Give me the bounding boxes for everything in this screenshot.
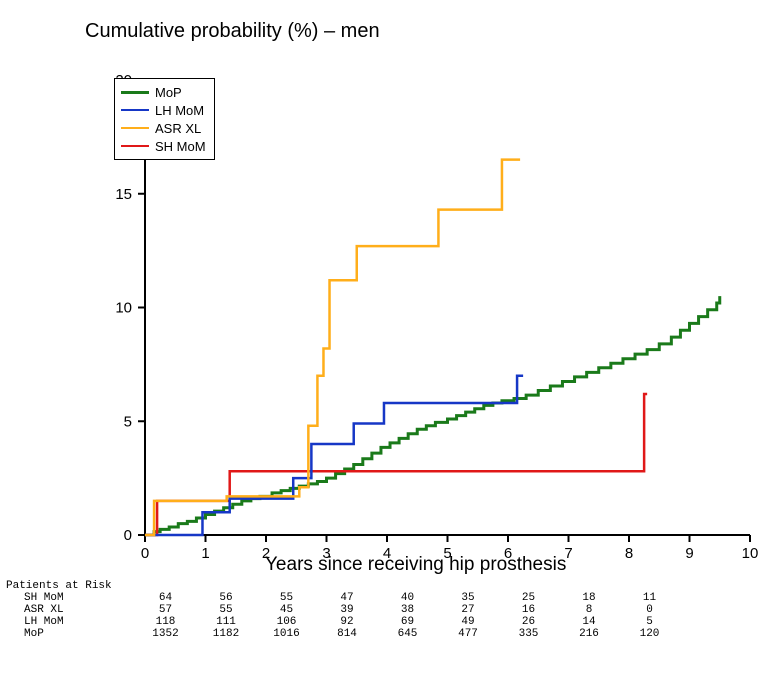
risk-cell: 25 bbox=[507, 592, 551, 604]
risk-cell: 8 bbox=[567, 604, 611, 616]
risk-row-label: SH MoM bbox=[24, 592, 64, 604]
risk-cell: 11 bbox=[628, 592, 672, 604]
legend: MoP LH MoM ASR XL SH MoM bbox=[114, 78, 215, 160]
series-SH_MoM bbox=[145, 394, 647, 535]
legend-item: SH MoM bbox=[121, 137, 206, 155]
risk-cell: 69 bbox=[386, 616, 430, 628]
series-LH_MoM bbox=[145, 376, 523, 535]
legend-label: MoP bbox=[155, 85, 182, 100]
legend-swatch bbox=[121, 127, 149, 129]
risk-cell: 1182 bbox=[204, 628, 248, 640]
risk-cell: 26 bbox=[507, 616, 551, 628]
legend-item: ASR XL bbox=[121, 119, 206, 137]
risk-cell: 55 bbox=[265, 592, 309, 604]
risk-cell: 335 bbox=[507, 628, 551, 640]
risk-cell: 45 bbox=[265, 604, 309, 616]
x-axis-label: Years since receiving hip prosthesis bbox=[265, 554, 566, 576]
risk-cell: 111 bbox=[204, 616, 248, 628]
y-tick-label: 10 bbox=[115, 300, 132, 317]
risk-cell: 49 bbox=[446, 616, 490, 628]
risk-cell: 0 bbox=[628, 604, 672, 616]
x-tick-label: 0 bbox=[141, 545, 149, 562]
risk-cell: 38 bbox=[386, 604, 430, 616]
legend-label: LH MoM bbox=[155, 103, 204, 118]
legend-swatch bbox=[121, 109, 149, 111]
x-tick-label: 8 bbox=[625, 545, 633, 562]
risk-cell: 57 bbox=[144, 604, 188, 616]
legend-item: MoP bbox=[121, 83, 206, 101]
risk-cell: 477 bbox=[446, 628, 490, 640]
x-tick-label: 10 bbox=[742, 545, 759, 562]
figure: Cumulative probability (%) – men 0510152… bbox=[0, 0, 771, 678]
legend-swatch bbox=[121, 91, 149, 94]
y-tick-label: 15 bbox=[115, 186, 132, 203]
risk-cell: 16 bbox=[507, 604, 551, 616]
risk-cell: 120 bbox=[628, 628, 672, 640]
risk-row-label: LH MoM bbox=[24, 616, 64, 628]
risk-cell: 56 bbox=[204, 592, 248, 604]
legend-label: ASR XL bbox=[155, 121, 201, 136]
risk-cell: 14 bbox=[567, 616, 611, 628]
risk-cell: 1352 bbox=[144, 628, 188, 640]
legend-label: SH MoM bbox=[155, 139, 206, 154]
y-tick-label: 0 bbox=[124, 527, 132, 544]
risk-cell: 35 bbox=[446, 592, 490, 604]
chart-title-text: Cumulative probability (%) – men bbox=[85, 20, 380, 42]
risk-cell: 92 bbox=[325, 616, 369, 628]
x-tick-label: 1 bbox=[201, 545, 209, 562]
legend-swatch bbox=[121, 145, 149, 147]
x-tick-label: 9 bbox=[685, 545, 693, 562]
risk-cell: 64 bbox=[144, 592, 188, 604]
legend-item: LH MoM bbox=[121, 101, 206, 119]
risk-cell: 40 bbox=[386, 592, 430, 604]
risk-row-label: MoP bbox=[24, 628, 44, 640]
risk-cell: 1016 bbox=[265, 628, 309, 640]
risk-cell: 47 bbox=[325, 592, 369, 604]
risk-cell: 27 bbox=[446, 604, 490, 616]
y-tick-label: 5 bbox=[124, 413, 132, 430]
risk-cell: 118 bbox=[144, 616, 188, 628]
x-axis-label-text: Years since receiving hip prosthesis bbox=[265, 554, 566, 575]
risk-cell: 18 bbox=[567, 592, 611, 604]
chart-title: Cumulative probability (%) – men bbox=[85, 20, 380, 43]
risk-cell: 106 bbox=[265, 616, 309, 628]
risk-row-label: ASR XL bbox=[24, 604, 64, 616]
risk-cell: 55 bbox=[204, 604, 248, 616]
risk-cell: 5 bbox=[628, 616, 672, 628]
risk-cell: 216 bbox=[567, 628, 611, 640]
risk-cell: 814 bbox=[325, 628, 369, 640]
risk-table-header: Patients at Risk bbox=[6, 580, 112, 592]
risk-cell: 39 bbox=[325, 604, 369, 616]
risk-cell: 645 bbox=[386, 628, 430, 640]
